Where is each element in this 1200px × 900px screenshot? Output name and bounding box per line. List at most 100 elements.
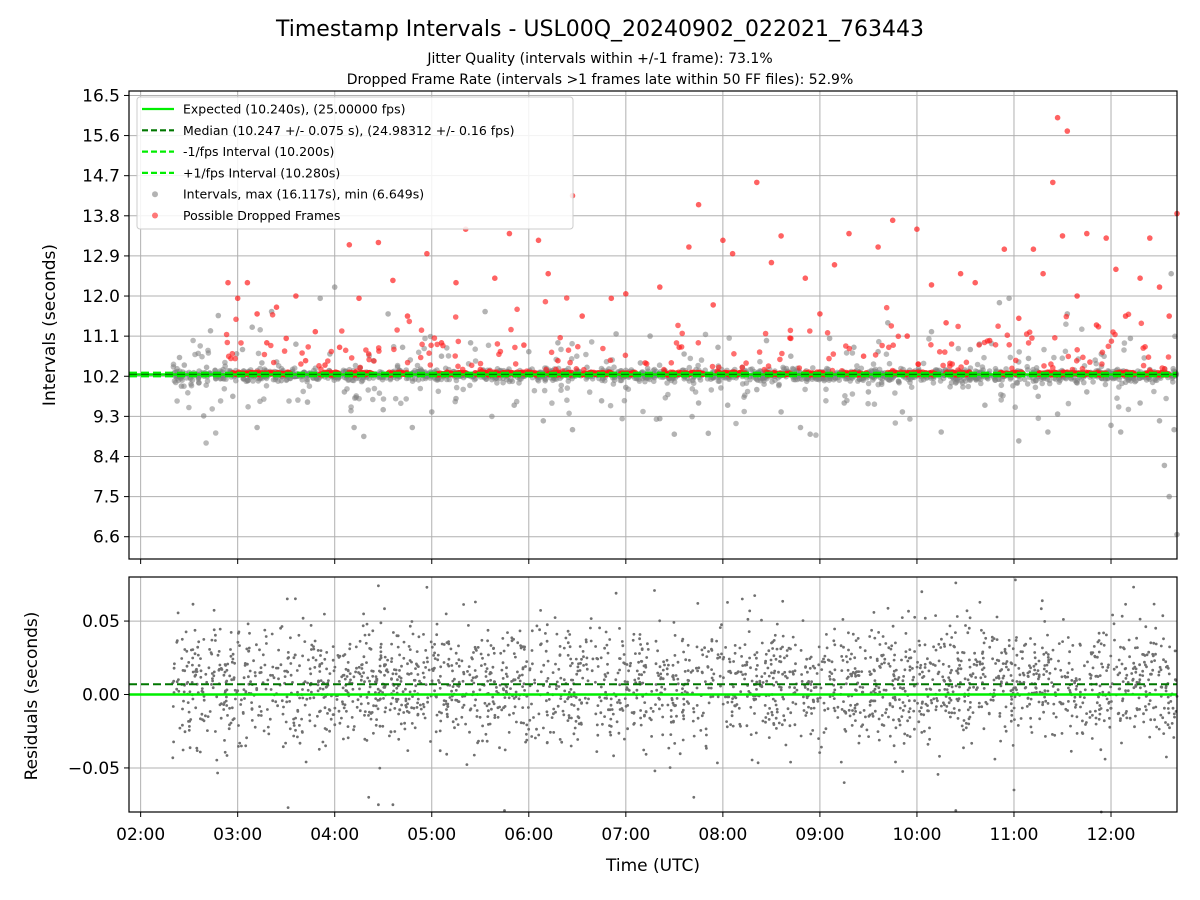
residual-point	[505, 685, 509, 689]
residual-point	[1001, 676, 1005, 680]
residual-point	[390, 677, 393, 681]
residual-point	[403, 727, 407, 731]
residual-point	[220, 668, 224, 671]
residual-point	[301, 616, 305, 620]
residual-point	[915, 665, 919, 669]
residual-point	[908, 735, 912, 738]
residual-point	[943, 688, 947, 691]
residual-point	[902, 675, 905, 678]
interval-point	[937, 378, 944, 384]
residual-point	[716, 656, 719, 660]
interval-point	[892, 420, 899, 426]
residual-point	[345, 689, 348, 693]
residual-point	[525, 732, 528, 736]
residual-point	[644, 752, 648, 756]
residual-point	[335, 698, 339, 701]
interval-point	[215, 312, 222, 319]
dropped-frame-point	[1052, 335, 1058, 341]
residual-point	[603, 715, 606, 718]
residual-point	[568, 633, 572, 636]
top-y-tick-label: 15.6	[82, 127, 120, 147]
residual-point	[1003, 725, 1007, 728]
residual-point	[185, 682, 189, 685]
residual-point	[465, 763, 469, 766]
residual-point	[828, 675, 831, 678]
residual-point	[718, 626, 722, 629]
residual-point	[1088, 716, 1092, 719]
residual-point	[317, 747, 321, 751]
dropped-frame-point	[232, 355, 238, 362]
dropped-frame-point	[1025, 340, 1032, 346]
residual-point	[173, 662, 176, 666]
residual-point	[300, 717, 303, 721]
residual-point	[660, 685, 664, 689]
residual-point	[601, 722, 604, 726]
dropped-frame-point	[459, 366, 466, 373]
interval-point	[960, 384, 966, 390]
residual-point	[1173, 649, 1177, 653]
residual-point	[297, 633, 301, 637]
dropped-frame-point	[928, 342, 934, 348]
interval-point	[508, 376, 514, 383]
interval-point	[1074, 380, 1080, 386]
residual-point	[956, 717, 960, 720]
residual-point	[774, 657, 778, 661]
residual-point	[695, 686, 699, 690]
residual-point	[489, 678, 492, 682]
interval-point	[647, 333, 653, 339]
residual-point	[411, 632, 415, 636]
residual-point	[850, 724, 854, 727]
residual-point	[901, 701, 905, 704]
residual-point	[399, 680, 403, 683]
residual-point	[653, 589, 656, 592]
residual-point	[1090, 688, 1094, 692]
residual-point	[241, 712, 245, 715]
residual-point	[707, 686, 711, 690]
residual-point	[259, 710, 263, 713]
residual-point	[934, 708, 938, 712]
interval-point	[203, 364, 210, 371]
dropped-frame-point	[668, 360, 675, 366]
residual-point	[416, 701, 419, 705]
residual-point	[298, 664, 301, 668]
interval-point	[293, 341, 299, 348]
residual-point	[572, 704, 576, 707]
residual-point	[183, 648, 187, 651]
residual-point	[791, 701, 795, 704]
residual-point	[688, 658, 691, 662]
residual-point	[493, 713, 497, 717]
residual-point	[530, 702, 533, 706]
residual-point	[858, 685, 862, 689]
residual-point	[1150, 672, 1153, 676]
residual-point	[384, 706, 388, 710]
residual-point	[1066, 709, 1069, 712]
residual-point	[672, 621, 676, 624]
residual-point	[191, 663, 194, 667]
residual-point	[222, 708, 226, 711]
dropped-frame-point	[675, 322, 681, 329]
top-grid	[129, 91, 1177, 559]
residual-point	[873, 709, 877, 713]
residual-point	[520, 673, 524, 677]
residual-point	[486, 639, 489, 643]
residual-point	[858, 734, 861, 738]
residual-point	[210, 652, 214, 656]
residual-point	[392, 689, 395, 693]
residual-point	[195, 746, 199, 750]
residual-point	[253, 725, 257, 729]
interval-point	[698, 357, 705, 363]
residual-point	[200, 687, 204, 690]
residual-point	[1074, 687, 1078, 691]
residual-point	[557, 685, 561, 688]
residual-point	[977, 701, 981, 705]
residual-point	[739, 670, 743, 674]
residual-point	[346, 661, 350, 664]
residual-point	[962, 728, 965, 732]
residual-point	[521, 666, 525, 669]
dropped-frame-point	[229, 350, 236, 357]
residual-point	[536, 689, 539, 693]
residual-point	[351, 700, 355, 703]
residual-point	[422, 712, 425, 716]
residual-point	[848, 714, 852, 718]
residual-point	[786, 707, 790, 711]
